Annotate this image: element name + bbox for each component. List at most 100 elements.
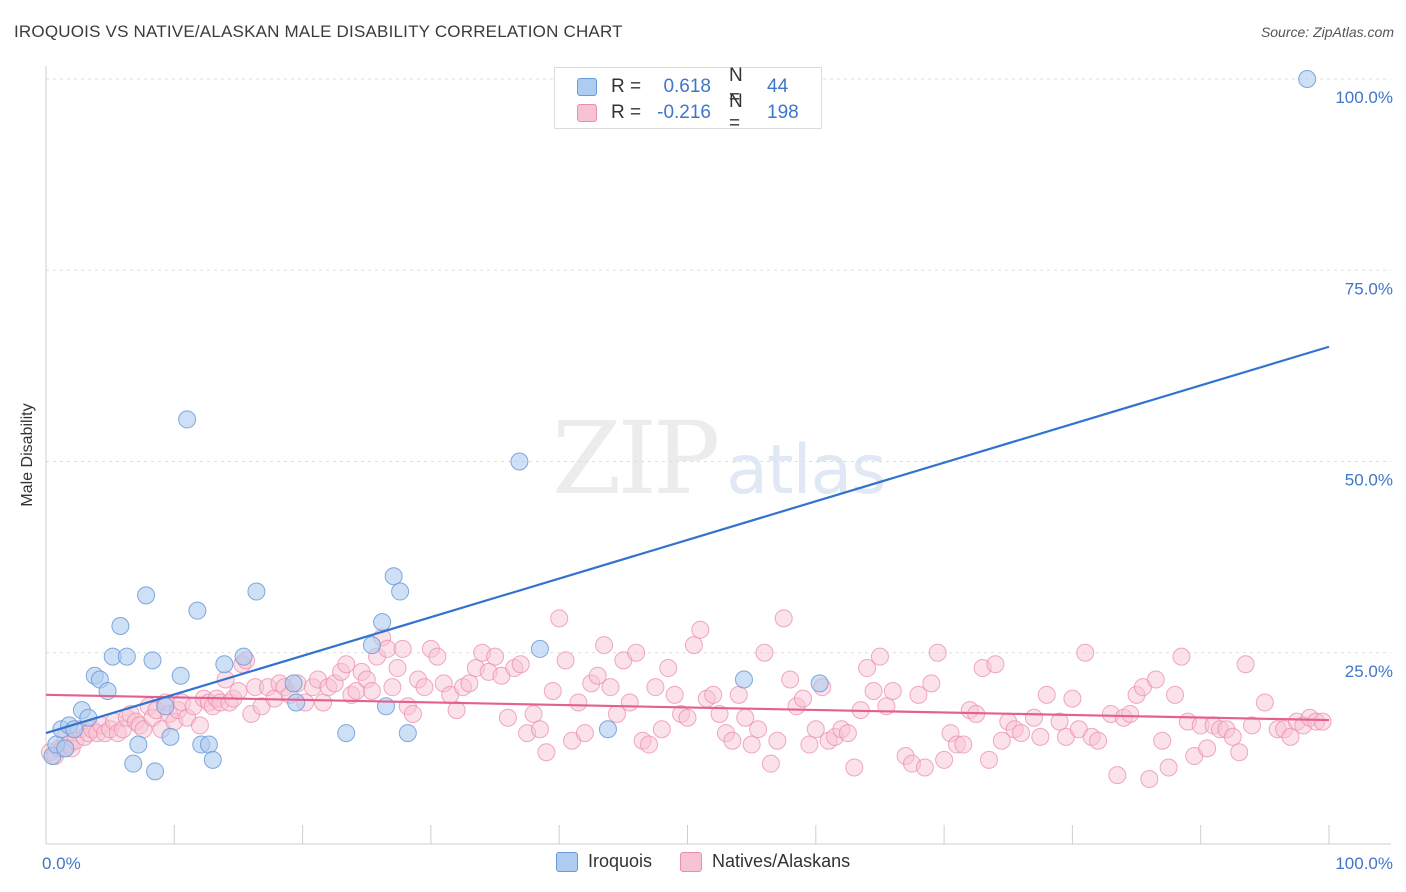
natives-point: [1313, 712, 1332, 731]
iroquois-point: [734, 670, 753, 689]
iroquois-point: [188, 601, 207, 620]
natives-point: [588, 666, 607, 685]
natives-point: [858, 659, 877, 678]
natives-point: [1236, 655, 1255, 674]
natives-point: [229, 682, 248, 700]
natives-point: [498, 708, 517, 727]
natives-point: [543, 682, 562, 700]
natives-point: [1146, 670, 1165, 689]
iroquois-legend-swatch: [556, 851, 578, 872]
natives-point: [1121, 704, 1140, 723]
y-tick-label: 50.0%: [1345, 471, 1393, 490]
iroquois-point: [598, 720, 617, 739]
natives-point: [980, 750, 999, 769]
iroquois-point: [234, 647, 253, 666]
natives-point: [909, 685, 928, 704]
y-tick-label: 25.0%: [1345, 662, 1393, 681]
natives-point: [627, 643, 646, 662]
natives-point: [1076, 643, 1095, 662]
natives-point: [1012, 724, 1031, 743]
iroquois-points: [43, 70, 1317, 781]
natives-point: [190, 716, 209, 735]
natives-point: [742, 735, 761, 754]
axis-layer: [45, 66, 1391, 845]
iroquois-point: [247, 582, 266, 601]
natives-point: [393, 639, 412, 658]
iroquois-point: [362, 636, 381, 655]
natives-point: [935, 750, 954, 769]
r-label: R =: [611, 102, 642, 123]
iroquois-point: [178, 410, 197, 429]
natives-point: [646, 678, 665, 697]
natives-point: [428, 647, 447, 666]
natives-point: [1024, 708, 1043, 727]
natives-point: [723, 731, 742, 750]
natives-point: [640, 735, 659, 754]
natives-point: [774, 609, 793, 628]
natives-point: [793, 689, 812, 708]
tick-labels: 25.0% 50.0% 75.0% 100.0% 0.0% 100.0%: [42, 88, 1393, 873]
legend-label-iroquois: Iroquois: [588, 851, 653, 871]
y-tick-label: 75.0%: [1345, 279, 1393, 298]
natives-point: [1243, 716, 1262, 735]
iroquois-point: [373, 613, 392, 632]
natives-legend-swatch: [680, 851, 703, 872]
iroquois-point: [284, 674, 303, 693]
legend-item-iroquois[interactable]: Iroquois: [556, 851, 652, 872]
natives-point: [729, 685, 748, 704]
watermark: ZIP atlas: [552, 400, 887, 517]
natives-point: [691, 620, 710, 639]
natives-point: [678, 708, 697, 727]
iroquois-point: [1298, 70, 1317, 88]
natives-point: [575, 724, 594, 743]
natives-point: [665, 685, 684, 704]
iroquois-point: [124, 754, 143, 773]
n-value: 44: [767, 76, 789, 97]
natives-point: [781, 670, 800, 689]
natives-point: [486, 647, 505, 666]
natives-point: [524, 704, 543, 723]
n-label: N =: [729, 91, 743, 134]
iroquois-point: [143, 651, 162, 670]
natives-point: [530, 720, 549, 739]
n-value: 198: [767, 102, 799, 123]
natives-point: [337, 655, 356, 674]
natives-point: [755, 643, 774, 662]
natives-point: [1230, 743, 1249, 762]
watermark-zip: ZIP: [552, 400, 720, 517]
iroquois-point: [810, 674, 829, 693]
iroquois-point: [129, 735, 148, 754]
trendlines: [45, 345, 1330, 735]
natives-point: [1050, 712, 1069, 731]
natives-point: [362, 682, 381, 700]
natives-point: [1037, 685, 1056, 704]
natives-point: [1031, 727, 1050, 746]
iroquois-point: [510, 452, 529, 471]
grid-layer: [46, 78, 1391, 654]
natives-point: [845, 758, 864, 777]
natives-point: [569, 693, 588, 712]
iroquois-point: [203, 750, 222, 769]
natives-point: [1255, 693, 1274, 712]
natives-point: [1159, 758, 1178, 777]
legend-label-natives: Natives/Alaskans: [712, 851, 851, 871]
natives-point: [992, 731, 1011, 750]
legend-row-natives: R = -0.216 N = 198: [577, 91, 811, 134]
natives-point: [710, 704, 729, 723]
x-tick-label: 0.0%: [42, 854, 81, 873]
natives-point: [537, 743, 556, 762]
natives-point: [1172, 647, 1191, 666]
natives-point: [684, 636, 703, 655]
natives-point: [768, 731, 787, 750]
iroquois-point: [384, 567, 403, 586]
natives-point: [1108, 766, 1127, 785]
iroquois-point: [56, 739, 75, 758]
natives-point: [838, 724, 857, 743]
legend-item-natives[interactable]: Natives/Alaskans: [680, 851, 850, 872]
natives-point: [550, 609, 569, 628]
natives-point: [601, 678, 620, 697]
n-label: N =: [729, 65, 743, 108]
natives-point: [870, 647, 889, 666]
iroquois-point: [215, 655, 234, 674]
